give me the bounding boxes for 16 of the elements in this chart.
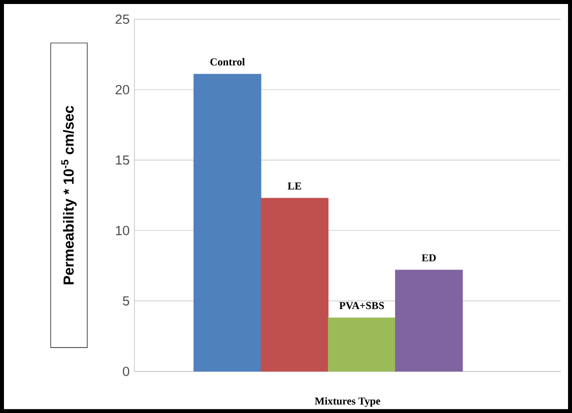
y-axis-title: Permeability * 10$^{-5}$ cm/sec: [61, 106, 77, 284]
y-tick-label: 10: [116, 226, 130, 236]
x-axis-title: Mixtures Type: [314, 397, 380, 407]
y-tick-label: 15: [116, 155, 130, 165]
series-label: LE: [288, 182, 302, 190]
y-tick-label: 25: [116, 14, 130, 24]
bar: [395, 270, 463, 372]
bar: [328, 318, 396, 372]
bar: [260, 198, 328, 372]
y-tick-label: 0: [122, 366, 130, 376]
series-label: PVA+SBS: [339, 302, 384, 310]
y-tick-label: 20: [116, 84, 130, 94]
bar: [194, 74, 262, 372]
y-tick-label: 5: [122, 296, 130, 306]
series-label: Control: [210, 58, 245, 66]
series-label: ED: [422, 254, 436, 262]
